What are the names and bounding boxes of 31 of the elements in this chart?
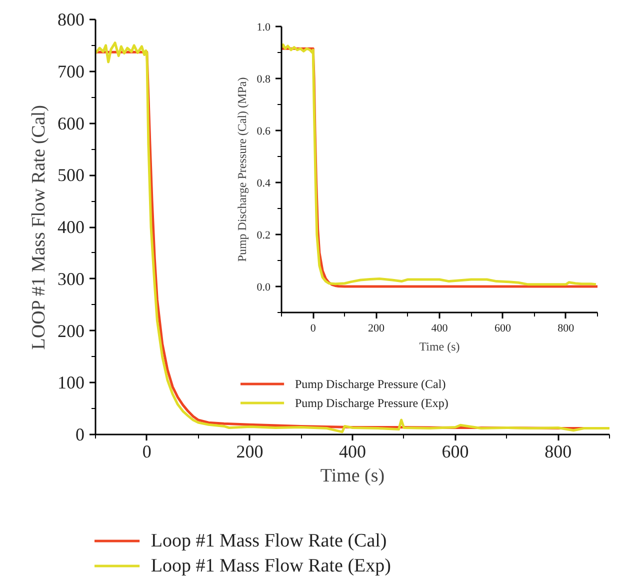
y-tick-label: 0.8: [256, 74, 271, 86]
x-tick-label: 600: [442, 442, 469, 462]
legend-label: Pump Discharge Pressure (Exp): [294, 396, 448, 410]
y-tick-label: 600: [58, 113, 84, 134]
y-tick-label: 400: [58, 217, 84, 237]
x-tick-label: 800: [558, 322, 575, 334]
y-tick-label: 1.0: [256, 22, 271, 34]
x-tick-label: 600: [494, 322, 512, 334]
y-tick-label: 0: [76, 424, 84, 444]
x-tick-label: 800: [544, 442, 572, 462]
x-tick-label: 0: [310, 322, 316, 334]
y-tick-label: 0.4: [256, 178, 271, 190]
y-tick-label: 800: [58, 10, 84, 30]
y-axis-title: Pump Discharge Pressure (Cal) (MPa): [234, 77, 249, 262]
legend-label: Loop #1 Mass Flow Rate (Cal): [150, 530, 387, 552]
y-tick-label: 0.6: [256, 126, 271, 138]
x-tick-label: 200: [368, 322, 386, 334]
y-tick-label: 0.0: [256, 282, 271, 294]
y-tick-label: 700: [58, 61, 84, 82]
y-tick-label: 500: [58, 165, 84, 186]
x-tick-label: 400: [339, 442, 366, 462]
y-tick-label: 100: [58, 372, 84, 393]
legend-label: Loop #1 Mass Flow Rate (Exp): [150, 556, 391, 576]
y-tick-label: 300: [58, 268, 84, 289]
x-tick-label: 0: [142, 442, 152, 462]
legend-label: Pump Discharge Pressure (Cal): [294, 377, 446, 391]
x-tick-label: 400: [431, 322, 448, 334]
y-tick-label: 0.2: [256, 230, 270, 242]
y-axis-title: LOOP #1 Mass Flow Rate (Cal): [28, 105, 50, 350]
x-axis-title: Time (s): [419, 340, 460, 354]
x-axis-title: Time (s): [320, 466, 385, 486]
